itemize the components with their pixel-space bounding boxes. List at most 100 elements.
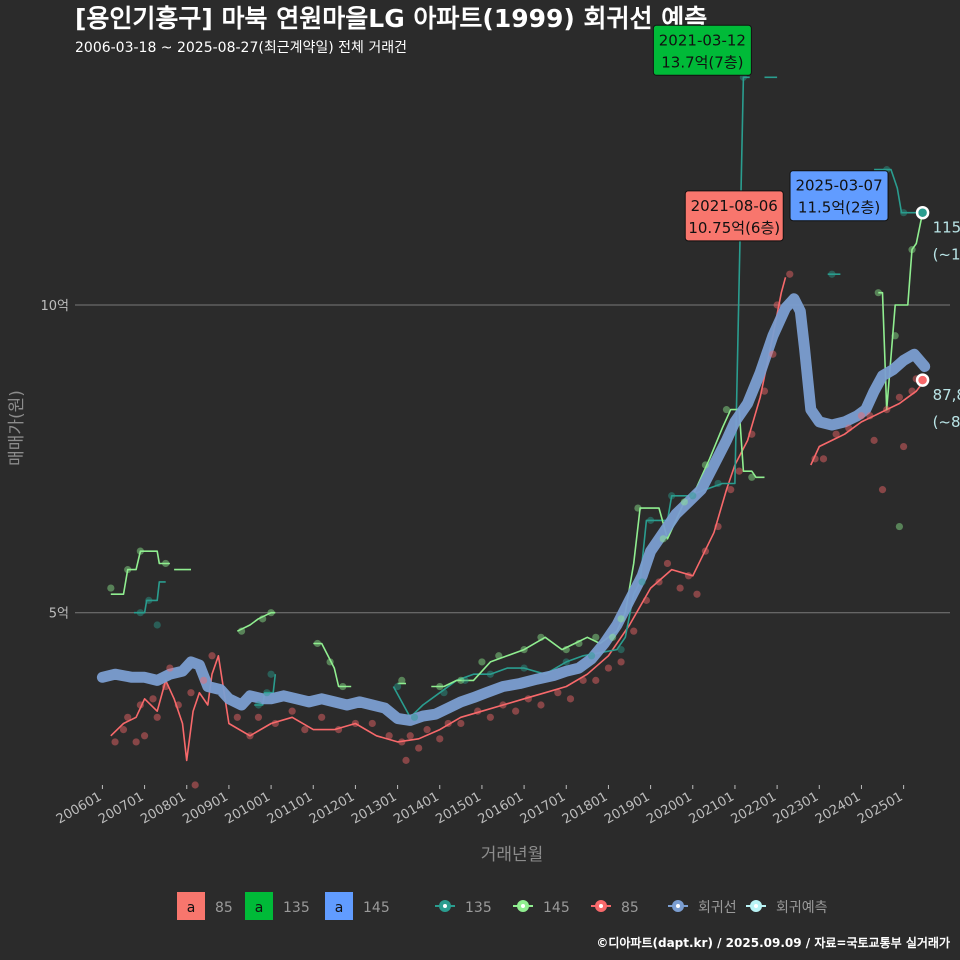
- scatter-point-85: [701, 547, 710, 555]
- legend-series-marker-dot: [754, 904, 758, 908]
- legend-key-letter: a: [255, 900, 264, 916]
- x-tick-label: 200801: [138, 789, 188, 827]
- scatter-point-145: [107, 584, 115, 592]
- grid-lines: [75, 304, 950, 614]
- annotation-label: 2025-03-07 11.5억(2층): [789, 170, 889, 222]
- scatter-point-85: [162, 682, 170, 691]
- legend-key-135: [245, 892, 273, 920]
- legend-key-text: 135: [283, 900, 310, 916]
- scatter-point-85: [655, 578, 663, 586]
- scatter-point-135: [647, 516, 655, 524]
- end-markers: [915, 205, 930, 387]
- scatter-point-145: [609, 633, 617, 641]
- scatter-point-85: [174, 701, 182, 709]
- scatter-point-145: [659, 535, 667, 543]
- chart-title: [용인기흥구] 마북 연원마을LG 아파트(1999) 회귀선 예측: [75, 4, 707, 33]
- x-tick-label: 202401: [813, 789, 863, 827]
- series-line-85: [810, 379, 926, 466]
- x-tick-label: 200601: [54, 789, 104, 827]
- scatter-point-85: [617, 658, 625, 666]
- annotation-value: 13.7억(7층): [661, 53, 743, 71]
- series-line-145: [236, 611, 276, 632]
- scatter-point-135: [145, 596, 153, 604]
- scatter-point-135: [828, 270, 836, 278]
- scatter-point-145: [478, 658, 486, 666]
- x-tick-label: 201901: [602, 789, 652, 827]
- scatter-point-85: [351, 719, 360, 728]
- scatter-point-145: [617, 615, 625, 623]
- chart-subtitle: 2006-03-18 ~ 2025-08-27(최근계약일) 전체 거래건: [75, 40, 407, 56]
- legend-series-text: 회귀선: [698, 900, 737, 916]
- scatter-point-145: [575, 639, 583, 648]
- scatter-point-145: [259, 615, 267, 623]
- scatter-point-145: [520, 646, 528, 654]
- scatter-point-85: [457, 719, 465, 728]
- scatter-point-85: [845, 424, 853, 432]
- scatter-point-85: [878, 486, 887, 494]
- scatter-point-135: [689, 492, 697, 500]
- scatter-point-85: [254, 713, 263, 721]
- y-axis-title: 매매가(원): [7, 390, 27, 466]
- scatter-point-145: [162, 559, 170, 568]
- annotation-date: 2025-03-07: [795, 177, 882, 195]
- scatter-point-85: [423, 726, 431, 734]
- scatter-point-85: [773, 301, 781, 309]
- scatter-point-135: [638, 578, 646, 586]
- series-line-85: [110, 277, 787, 762]
- scatter-point-85: [714, 522, 722, 531]
- scatter-point-85: [191, 781, 199, 789]
- scatter-point-85: [149, 695, 157, 703]
- scatter-point-85: [819, 455, 828, 463]
- scatter-point-85: [604, 664, 613, 672]
- scatter-point-145: [237, 627, 246, 635]
- scatter-point-145: [680, 498, 688, 506]
- scatter-point-145: [895, 522, 903, 531]
- legend-key-text: 145: [363, 900, 390, 916]
- x-tick-label: 201801: [560, 789, 610, 827]
- scatter-point-85: [554, 689, 562, 697]
- scatter-point-85: [579, 676, 587, 684]
- annotation-label: 2021-08-06 10.75억(6층): [684, 190, 784, 242]
- end-label-area: (~135㎡): [933, 246, 960, 264]
- x-tick-label: 202001: [644, 789, 694, 827]
- y-tick-labels: 5억 10억: [40, 299, 69, 622]
- scatter-point-85: [368, 719, 376, 728]
- scatter-point-85: [246, 732, 254, 740]
- scatter-point-85: [663, 559, 672, 568]
- scatter-point-85: [908, 387, 916, 395]
- legend-series-marker-dot: [676, 904, 680, 908]
- scatter-point-135: [562, 658, 570, 666]
- x-tick-label: 202201: [729, 789, 779, 827]
- annotation-value: 11.5억(2층): [798, 199, 880, 217]
- scatter-point-85: [727, 486, 735, 494]
- legend-key-85: [177, 892, 205, 920]
- scatter-point-145: [701, 461, 710, 469]
- y-tick-label: 5억: [49, 607, 69, 622]
- scatter-point-85: [866, 412, 874, 420]
- regression-line: [96, 293, 931, 726]
- scatter-point-85: [233, 713, 241, 721]
- scatter-point-85: [385, 732, 393, 740]
- x-tick-label: 202101: [686, 789, 736, 827]
- end-label-area: (~85㎡): [933, 413, 960, 431]
- scatter-point-135: [153, 621, 161, 629]
- annotations: 2021-03-1213.7억(7층)2021-08-0610.75억(6층)2…: [652, 24, 889, 242]
- legend-series-marker-dot: [443, 904, 447, 908]
- x-tick-label: 202501: [855, 789, 905, 827]
- legend-series-marker-dot: [599, 904, 603, 908]
- x-axis-title: 거래년월: [481, 845, 544, 865]
- x-tick-label: 201301: [349, 789, 399, 827]
- y-tick-label: 10억: [40, 299, 69, 314]
- scatter-point-85: [857, 412, 866, 420]
- scatter-point-85: [524, 695, 532, 703]
- scatter-point-135: [267, 670, 275, 678]
- legend-key-letter: a: [187, 900, 196, 916]
- x-tick-label: 201401: [391, 789, 441, 827]
- x-tick-label: 200701: [96, 789, 146, 827]
- scatter-point-85: [111, 738, 119, 746]
- x-tick-label: 201701: [518, 789, 568, 827]
- scatter-point-85: [119, 726, 128, 734]
- series-line-145: [313, 642, 352, 688]
- annotation-label: 2021-03-12 13.7억(7층): [652, 24, 752, 76]
- scatter-point-135: [714, 479, 722, 488]
